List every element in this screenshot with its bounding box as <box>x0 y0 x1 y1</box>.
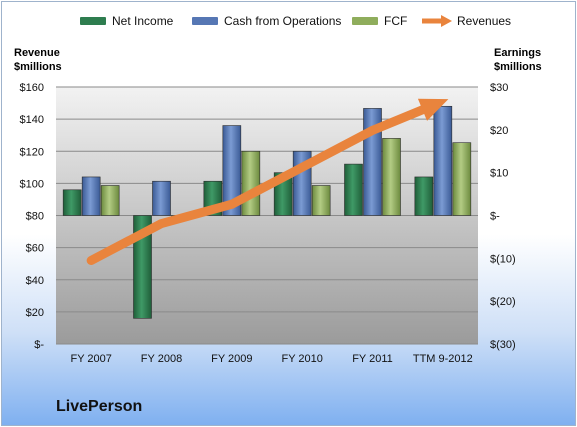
legend-swatch-net-income <box>80 17 106 25</box>
right-tick-label: $(30) <box>490 339 516 351</box>
bar-fcf <box>452 142 472 216</box>
legend-swatch-fcf <box>352 17 378 25</box>
bar-cash-from-operations <box>81 176 101 216</box>
bar-cash-from-operations <box>433 105 453 216</box>
legend-item-revenues: Revenues <box>421 14 511 28</box>
left-tick-label: $20 <box>26 307 44 319</box>
legend-label-revenues: Revenues <box>457 14 512 28</box>
revenue-line <box>86 105 427 265</box>
legend-item-cash-from-operations: Cash from Operations <box>192 14 341 28</box>
left-axis-title-line2: $millions <box>14 61 62 73</box>
legend-label-cash-from-operations: Cash from Operations <box>224 14 342 28</box>
right-tick-label: $10 <box>490 168 508 180</box>
bar-cash-from-operations <box>152 180 171 216</box>
legend-item-net-income: Net Income <box>80 14 173 28</box>
left-axis-title-line1: Revenue <box>14 47 60 59</box>
right-tick-label: $- <box>490 211 500 223</box>
legend: Net Income Cash from Operations FCF Reve… <box>0 14 577 34</box>
right-axis-title-line2: $millions <box>494 61 542 73</box>
right-tick-label: $(20) <box>490 296 516 308</box>
legend-label-fcf: FCF <box>384 14 408 28</box>
legend-swatch-cash-from-operations <box>192 17 218 25</box>
bar-fcf <box>241 150 261 216</box>
right-axis-title-line1: Earnings <box>494 47 542 59</box>
left-tick-label: $60 <box>26 243 44 255</box>
left-tick-label: $140 <box>20 114 44 126</box>
left-tick-label: $- <box>34 339 44 351</box>
bar-cash-from-operations <box>222 125 242 216</box>
right-tick-label: $20 <box>490 125 508 137</box>
right-tick-label: $30 <box>490 82 508 94</box>
right-tick-label: $(10) <box>490 253 516 265</box>
x-tick-label: FY 2009 <box>211 353 252 365</box>
legend-item-fcf: FCF <box>352 14 407 28</box>
bar-net-income <box>414 176 434 216</box>
left-tick-label: $160 <box>20 82 44 94</box>
x-tick-label: TTM 9-2012 <box>413 353 473 365</box>
x-tick-label: FY 2011 <box>352 353 393 365</box>
x-tick-label: FY 2010 <box>281 353 322 365</box>
left-tick-label: $80 <box>26 211 44 223</box>
bar-net-income <box>62 189 82 216</box>
bar-fcf <box>382 138 401 216</box>
revenue-arrowhead <box>417 98 449 121</box>
x-tick-label: FY 2007 <box>70 353 111 365</box>
company-name: LivePerson <box>56 398 143 415</box>
bar-net-income <box>344 163 363 216</box>
right-axis-title: Earnings $millions <box>494 46 542 74</box>
bar-net-income <box>133 215 152 319</box>
legend-arrow-icon <box>422 15 452 27</box>
left-tick-label: $120 <box>20 146 44 158</box>
left-tick-label: $100 <box>20 178 44 190</box>
x-tick-label: FY 2008 <box>141 353 182 365</box>
bar-fcf <box>311 185 331 216</box>
left-tick-label: $40 <box>26 275 44 287</box>
legend-label-net-income: Net Income <box>112 14 174 28</box>
left-axis-title: Revenue $millions <box>14 46 62 74</box>
bar-fcf <box>100 185 120 216</box>
